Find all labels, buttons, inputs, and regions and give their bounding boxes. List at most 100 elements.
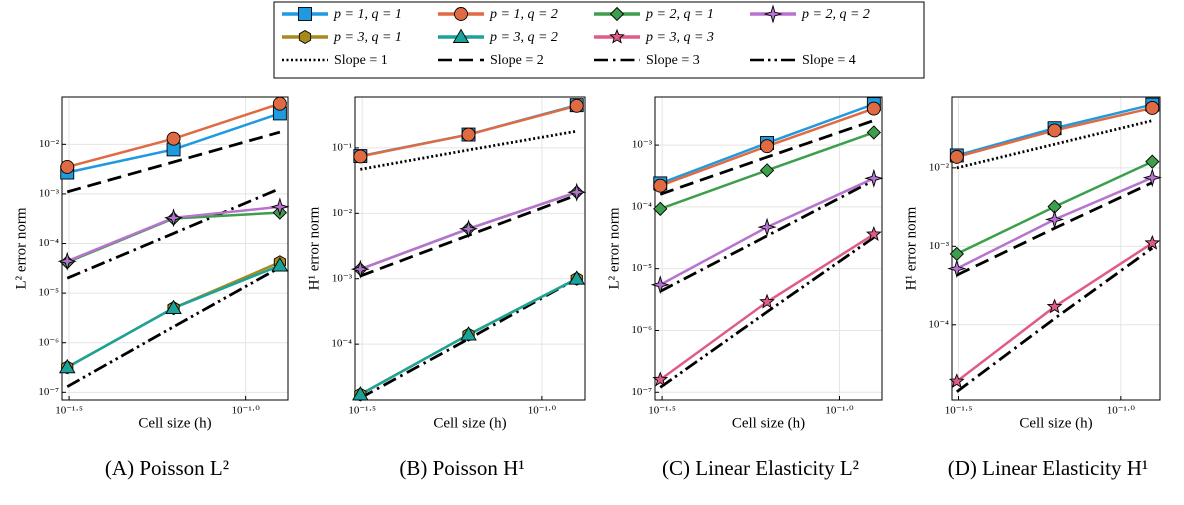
slope-line (360, 129, 577, 171)
y-tick-label: 10⁻⁵ (38, 287, 59, 299)
slope-line (66, 130, 281, 194)
slope-line (66, 187, 281, 280)
legend-label: p = 3, q = 1 (333, 30, 402, 45)
marker (350, 259, 370, 279)
marker (166, 131, 181, 146)
y-axis-label: H¹ error norm (903, 206, 919, 290)
y-tick-label: 10⁻³ (929, 240, 950, 252)
series-line (66, 264, 281, 369)
legend-label: p = 1, q = 1 (333, 7, 402, 22)
marker (609, 28, 625, 44)
marker (949, 149, 964, 164)
marker (652, 371, 669, 387)
x-tick-label: 10⁻¹·⁵ (348, 405, 376, 417)
y-tick-label: 10⁻⁴ (38, 237, 59, 249)
x-axis-label: Cell size (h) (433, 415, 506, 431)
y-tick-label: 10⁻⁴ (331, 338, 352, 350)
marker (650, 275, 670, 295)
legend-label: Slope = 2 (490, 53, 544, 68)
plot-frame (951, 96, 1161, 401)
marker (163, 208, 184, 228)
legend-label: p = 3, q = 3 (645, 30, 714, 45)
marker (60, 159, 75, 174)
marker (759, 163, 775, 178)
plot-frame (61, 96, 289, 401)
slope-line (955, 246, 1154, 393)
caption: (D) Linear Elasticity H¹ (948, 456, 1148, 480)
marker (298, 7, 312, 21)
y-tick-label: 10⁻⁶ (38, 336, 59, 348)
marker (757, 217, 777, 237)
x-tick-label: 10⁻¹·⁰ (825, 405, 854, 417)
x-tick-label: 10⁻¹·⁵ (945, 405, 973, 417)
marker (763, 4, 783, 24)
y-tick-label: 10⁻³ (39, 187, 60, 199)
y-tick-label: 10⁻³ (332, 272, 353, 284)
marker (352, 386, 369, 401)
marker (452, 28, 470, 43)
marker (760, 139, 775, 154)
marker (1145, 101, 1160, 115)
x-tick-label: 10⁻¹·⁵ (55, 405, 83, 417)
marker (759, 293, 775, 309)
x-tick-label: 10⁻¹·⁰ (232, 405, 261, 417)
plot-frame (354, 96, 586, 401)
marker (653, 201, 668, 216)
marker (568, 270, 586, 285)
y-tick-label: 10⁻⁷ (38, 386, 59, 398)
marker (609, 6, 625, 22)
marker (271, 257, 289, 272)
marker (353, 149, 368, 164)
chart: 10⁻¹·⁵ 10⁻¹·⁰ 10⁻⁷ 10⁻⁶ 10⁻⁵ 10⁻⁴ 10⁻³ Cell siz… (606, 96, 884, 480)
x-tick-label: 10⁻¹·⁵ (648, 405, 676, 417)
slope-line (659, 236, 875, 389)
y-tick-label: 10⁻³ (632, 139, 653, 151)
marker (866, 101, 881, 116)
chart: 10⁻¹·⁵ 10⁻¹·⁰ 10⁻⁷ 10⁻⁶ 10⁻⁵ 10⁻⁴ 10⁻³ 10⁻² Cell… (13, 96, 290, 480)
marker (458, 219, 479, 239)
marker (866, 125, 881, 140)
slope-line (66, 266, 281, 388)
marker (947, 259, 967, 279)
caption: (B) Poisson H¹ (399, 456, 524, 480)
slope-line (659, 119, 875, 196)
series-line (956, 242, 1154, 383)
y-tick-label: 10⁻⁷ (631, 386, 652, 398)
marker (272, 96, 287, 111)
y-axis-label: L² error norm (606, 207, 622, 289)
legend-label: p = 3, q = 2 (489, 30, 558, 45)
y-tick-label: 10⁻⁴ (928, 318, 949, 330)
marker (567, 182, 587, 202)
marker (270, 197, 290, 217)
y-axis-label: L² error norm (13, 207, 29, 289)
marker (1142, 168, 1162, 188)
marker (1044, 209, 1065, 230)
marker (653, 178, 668, 193)
slope-line (659, 178, 875, 293)
y-axis-label: H¹ error norm (306, 206, 322, 290)
marker (865, 226, 882, 241)
marker (1145, 154, 1160, 169)
marker (460, 326, 477, 341)
x-axis-label: Cell size (h) (732, 415, 805, 431)
marker (298, 29, 312, 45)
y-tick-label: 10⁻² (929, 161, 950, 173)
series-line (659, 233, 875, 381)
y-tick-label: 10⁻⁶ (631, 324, 652, 336)
marker (948, 373, 965, 389)
legend-label: p = 2, q = 1 (645, 7, 714, 22)
marker (569, 98, 584, 113)
chart: 10⁻¹·⁵ 10⁻¹·⁰ 10⁻⁴ 10⁻³ 10⁻² Cell size (h) H¹ … (903, 96, 1162, 480)
x-axis-label: Cell size (h) (138, 415, 211, 431)
chart: 10⁻¹·⁵ 10⁻¹·⁰ 10⁻⁴ 10⁻³ 10⁻² 10⁻¹ Cell size (h… (306, 96, 587, 480)
y-tick-label: 10⁻² (332, 207, 353, 219)
legend-label: p = 2, q = 2 (801, 7, 870, 22)
caption: (A) Poisson L² (105, 456, 229, 480)
marker (57, 251, 77, 271)
plot-frame (654, 96, 883, 401)
y-tick-label: 10⁻⁵ (631, 262, 652, 274)
legend-label: Slope = 4 (802, 53, 856, 68)
marker (1046, 298, 1063, 314)
